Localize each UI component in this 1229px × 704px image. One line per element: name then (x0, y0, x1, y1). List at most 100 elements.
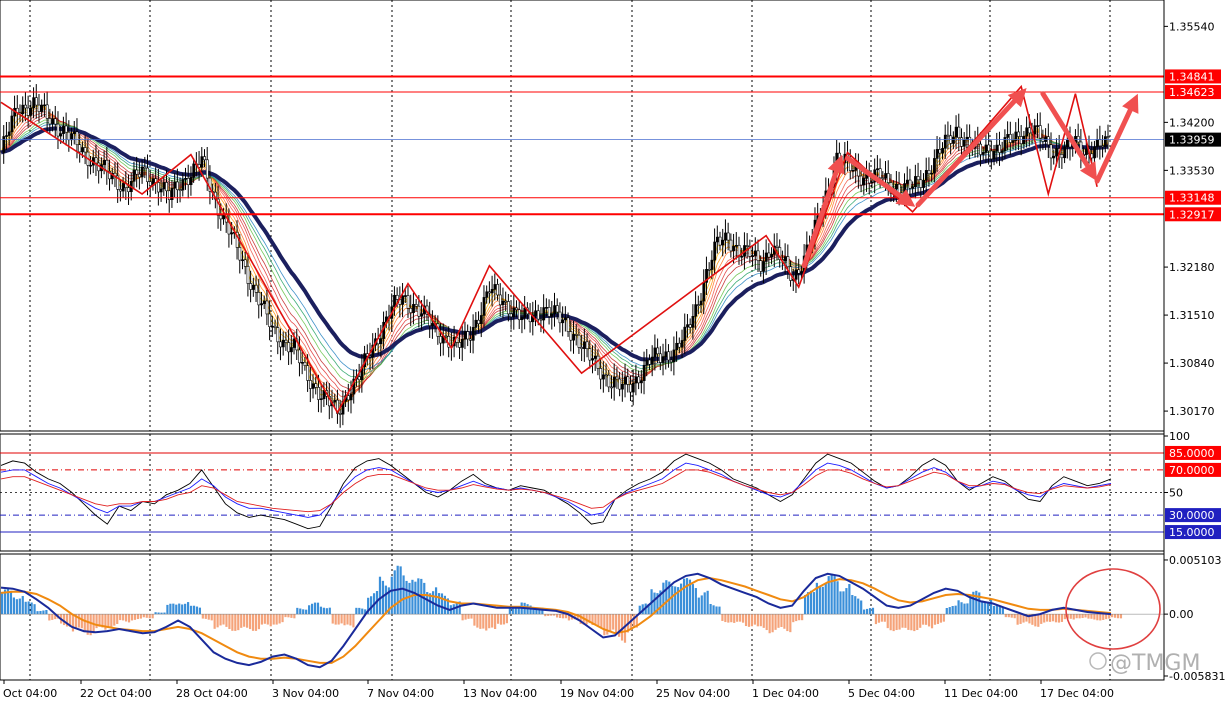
candle-body (417, 305, 421, 317)
candle-body (165, 182, 169, 192)
candle-body (317, 387, 320, 400)
macd-histogram-bar (1072, 614, 1075, 620)
macd-histogram-bar (228, 614, 231, 630)
macd-histogram-bar (470, 614, 473, 619)
axis-tick-label: 100 (1169, 430, 1190, 443)
candle-body (78, 144, 82, 153)
candle-body (1066, 139, 1069, 148)
candle-body (167, 190, 171, 200)
candle-body (637, 376, 641, 384)
macd-histogram-bar (623, 614, 627, 643)
macd-histogram-bar (541, 607, 544, 615)
macd-histogram-bar (116, 614, 119, 624)
candle-body (205, 159, 209, 179)
candle-body (412, 304, 415, 313)
candle-body (987, 144, 991, 152)
candle-body (64, 125, 68, 133)
macd-histogram-bar (682, 578, 686, 615)
macd-histogram-bar (517, 606, 520, 615)
oscillator-panel[interactable] (0, 433, 1165, 552)
candle-body (542, 307, 546, 321)
macd-histogram-bar (668, 581, 671, 615)
macd-histogram-bar (638, 605, 641, 615)
candle-body (357, 376, 361, 381)
macd-histogram-bar (1007, 614, 1010, 618)
candle-body (615, 376, 619, 380)
candle-body (444, 335, 448, 338)
candle-body (699, 300, 703, 306)
macd-histogram-bar (284, 614, 287, 618)
trend-arrow-head (1122, 93, 1139, 114)
candle-body (26, 107, 30, 116)
axis-price-box (1165, 190, 1221, 205)
macd-histogram-bar (1084, 614, 1087, 618)
macd-histogram-bar (874, 614, 878, 625)
candle-body (664, 351, 668, 357)
time-tick-label: 28 Oct 04:00 (176, 687, 248, 700)
macd-histogram-bar (898, 614, 901, 630)
macd-histogram-bar (166, 604, 169, 615)
candle-body (21, 104, 25, 115)
macd-histogram-bar (222, 614, 225, 625)
macd-histogram-bar (653, 592, 656, 615)
candle-body (786, 256, 790, 268)
macd-histogram-bar (429, 593, 432, 615)
candle-body (279, 341, 282, 348)
macd-histogram-bar (886, 614, 889, 629)
axis-price-box (1165, 462, 1221, 477)
macd-histogram-bar (310, 603, 314, 615)
candle-body (43, 104, 46, 107)
macd-histogram-bar (712, 605, 715, 615)
axis-price-label: 1.33959 (1169, 134, 1215, 147)
macd-histogram-bar (910, 614, 913, 631)
macd-histogram-bar (969, 594, 972, 615)
macd-histogram-bar (77, 614, 80, 628)
macd-histogram-bar (736, 614, 739, 622)
macd-histogram-bar (237, 614, 240, 631)
axis-price-label: 70.0000 (1169, 464, 1215, 477)
candle-body (159, 188, 163, 193)
candle-body (927, 170, 931, 175)
candle-body (241, 259, 244, 262)
macd-histogram-bar (24, 601, 27, 615)
macd-histogram-bar (51, 614, 54, 620)
candle-body (941, 148, 944, 154)
candle-body (1044, 136, 1048, 142)
candle-body (650, 356, 654, 365)
macd-histogram-bar (364, 609, 367, 615)
axis-price-box (1165, 445, 1221, 460)
candle-body (189, 177, 193, 186)
candle-body (583, 341, 586, 349)
candle-body (81, 147, 84, 153)
axis-tick-label: 1.32180 (1169, 261, 1215, 274)
time-tick-label: Oct 04:00 (3, 687, 57, 700)
macd-histogram-bar (45, 610, 48, 615)
axis-price-label: 15.0000 (1169, 526, 1215, 539)
macd-histogram-bar (281, 614, 284, 623)
candle-body (1017, 131, 1020, 137)
candle-body (496, 284, 500, 296)
candle-body (1095, 139, 1099, 148)
candle-body (273, 325, 277, 328)
macd-histogram-bar (387, 587, 390, 615)
macd-histogram-bar (919, 614, 922, 628)
macd-histogram-bar (989, 599, 993, 615)
macd-histogram-bar (824, 582, 827, 615)
candle-body (588, 348, 592, 361)
candle-body (943, 134, 947, 149)
macd-histogram-bar (263, 614, 266, 624)
candle-body (72, 131, 76, 134)
macd-histogram-bar (945, 607, 948, 615)
macd-histogram-bar (901, 614, 904, 628)
macd-histogram-bar (806, 592, 810, 615)
candle-body (281, 339, 285, 348)
macd-histogram-bar (792, 614, 795, 623)
macd-histogram-bar (157, 612, 160, 615)
macd-panel[interactable] (0, 553, 1165, 681)
macd-histogram-bar (771, 614, 774, 633)
macd-histogram-bar (331, 614, 334, 624)
axis-tick-label: 0.005103 (1169, 554, 1222, 567)
axis-price-label: 1.32917 (1169, 208, 1215, 221)
candle-body (645, 359, 649, 366)
price-panel[interactable] (0, 0, 1165, 432)
